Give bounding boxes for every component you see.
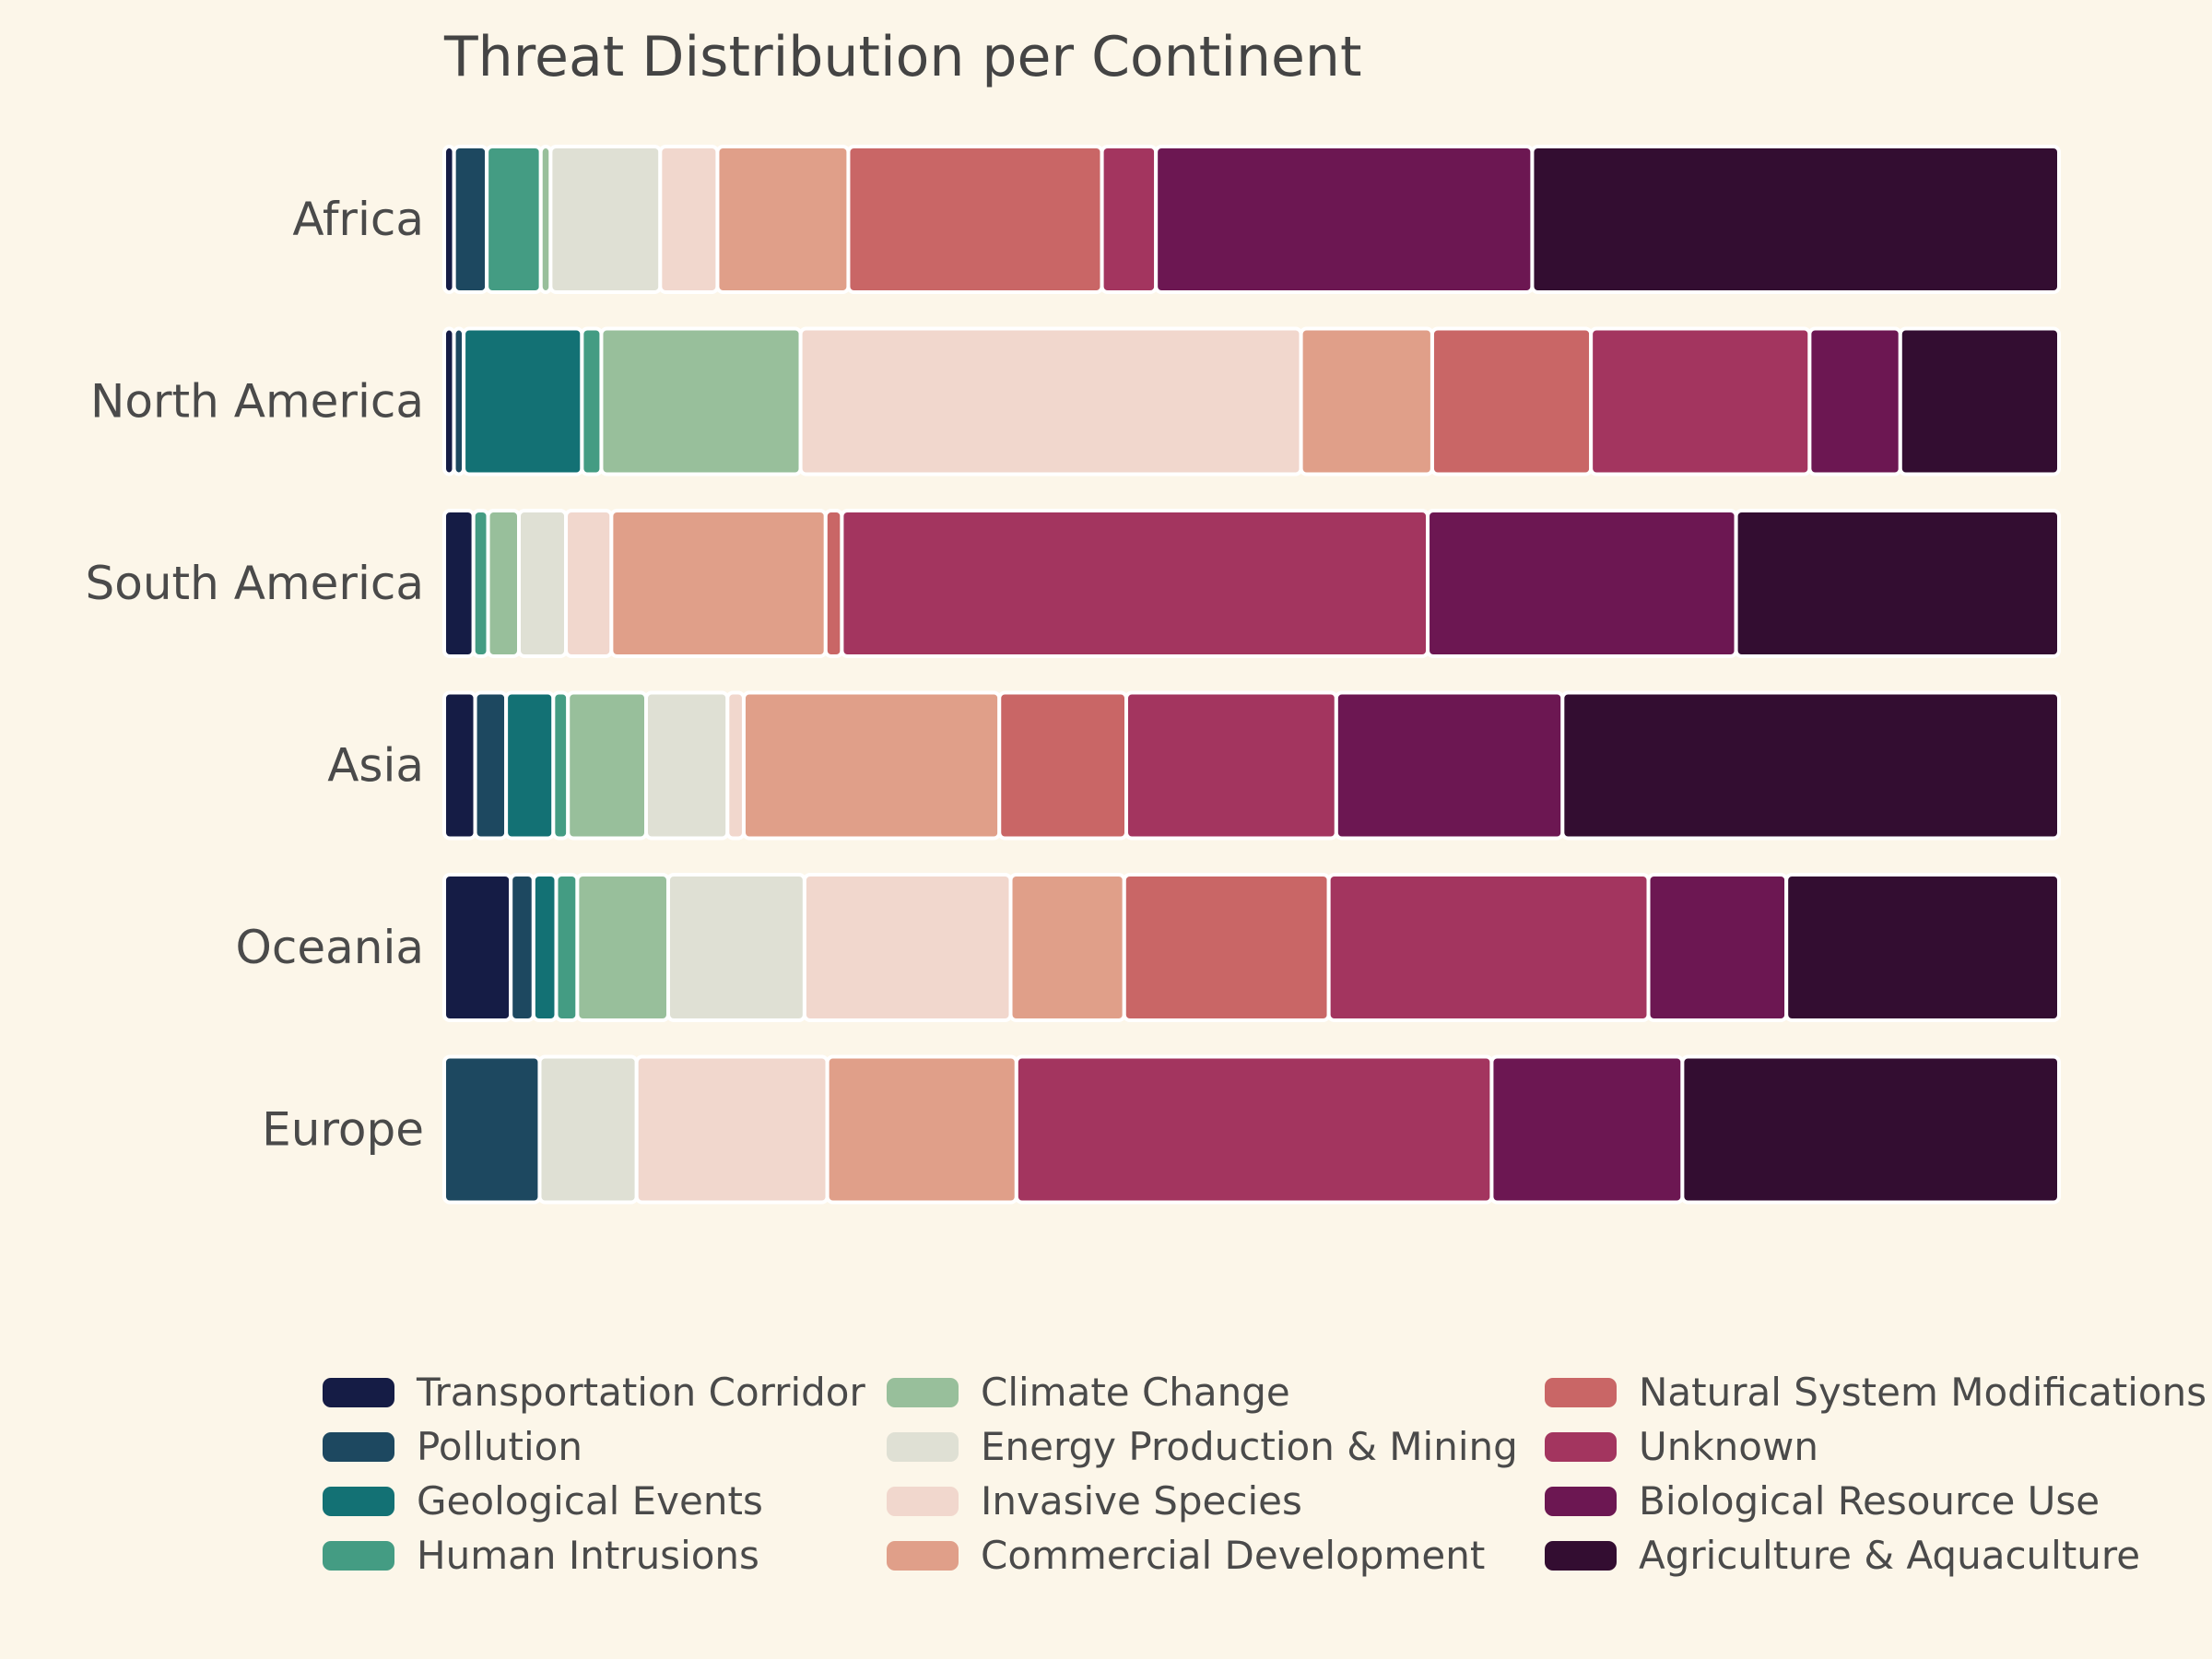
bar-segment-3-8 <box>997 690 1129 841</box>
legend-label: Pollution <box>417 1424 582 1469</box>
bar-segment-5-9 <box>1014 1054 1494 1205</box>
bar-segment-5-5 <box>537 1054 639 1205</box>
bar-segment-5-6 <box>634 1054 830 1205</box>
bar-segment-1-9 <box>1589 326 1812 477</box>
bar-segment-3-3 <box>551 690 571 841</box>
category-label: South America <box>86 557 424 610</box>
legend-swatch <box>887 1541 959 1571</box>
legend-label: Invasive Species <box>981 1478 1302 1524</box>
bar-segment-3-0 <box>442 690 477 841</box>
bar-segment-1-11 <box>1898 326 2062 477</box>
category-labels: Africa North America South America Asia Ocea… <box>86 193 424 1157</box>
bar-segment-2-8 <box>823 509 844 658</box>
bar-segment-3-9 <box>1124 690 1338 841</box>
bar-segment-0-7 <box>715 145 851 294</box>
category-label: Europe <box>262 1103 424 1157</box>
bar-segment-5-11 <box>1680 1054 2061 1205</box>
bar-segment-4-5 <box>665 873 806 1022</box>
bar-segment-2-6 <box>564 509 614 658</box>
category-label: Africa <box>292 193 424 246</box>
bar-segment-4-9 <box>1326 873 1651 1022</box>
bar-segment-4-4 <box>575 873 671 1022</box>
legend-swatch <box>887 1378 959 1407</box>
bar-segment-3-11 <box>1560 690 2061 841</box>
bar-segment-3-5 <box>644 690 730 841</box>
bar-segment-1-10 <box>1807 326 1902 477</box>
bar-segment-0-11 <box>1530 145 2062 294</box>
bar-segment-4-8 <box>1122 873 1331 1022</box>
bar-segment-2-4 <box>486 509 521 658</box>
legend-label: Biological Resource Use <box>1639 1478 2100 1524</box>
bar-segment-0-10 <box>1154 145 1535 294</box>
bar-segment-4-7 <box>1008 873 1126 1022</box>
legend: Transportation Corridor Pollution Geologic… <box>323 1370 2206 1578</box>
category-label: Oceania <box>236 921 424 974</box>
bar-segment-2-5 <box>517 509 569 658</box>
legend-label: Commercial Development <box>981 1533 1485 1578</box>
legend-swatch <box>323 1487 394 1516</box>
legend-label: Transportation Corridor <box>416 1370 865 1415</box>
legend-label: Unknown <box>1639 1424 1818 1469</box>
bars-group <box>442 145 2062 1205</box>
bar-segment-2-11 <box>1734 509 2061 658</box>
legend-label: Human Intrusions <box>417 1533 759 1578</box>
bar-segment-1-3 <box>580 326 604 477</box>
bar-segment-3-6 <box>725 690 746 841</box>
legend-label: Energy Production & Mining <box>981 1424 1518 1469</box>
legend-swatch <box>323 1378 394 1407</box>
legend-swatch <box>1545 1487 1617 1516</box>
bar-segment-4-6 <box>802 873 1013 1022</box>
bar-segment-1-7 <box>1299 326 1434 477</box>
bar-segment-2-9 <box>840 509 1430 658</box>
legend-swatch <box>887 1487 959 1516</box>
bar-segment-4-3 <box>554 873 580 1022</box>
bar-segment-3-7 <box>741 690 1002 841</box>
bar-segment-3-1 <box>473 690 509 841</box>
bar-segment-0-8 <box>846 145 1104 294</box>
bar-segment-4-10 <box>1646 873 1789 1022</box>
bar-segment-2-7 <box>609 509 828 658</box>
bar-segment-4-0 <box>442 873 513 1022</box>
bar-segment-5-10 <box>1489 1054 1685 1205</box>
bar-segment-3-10 <box>1334 690 1565 841</box>
legend-swatch <box>1545 1432 1617 1462</box>
bar-segment-3-2 <box>504 690 556 841</box>
chart-title: Threat Distribution per Continent <box>443 25 1361 89</box>
bar-segment-1-6 <box>798 326 1303 477</box>
legend-swatch <box>323 1432 394 1462</box>
bar-segment-0-3 <box>485 145 543 294</box>
bar-segment-5-1 <box>442 1054 542 1205</box>
legend-swatch <box>887 1432 959 1462</box>
bar-segment-5-7 <box>825 1054 1018 1205</box>
legend-label: Climate Change <box>981 1370 1290 1415</box>
bar-segment-4-11 <box>1784 873 2062 1022</box>
legend-swatch <box>323 1541 394 1571</box>
legend-label: Natural System Modifications <box>1639 1370 2206 1415</box>
bar-segment-1-8 <box>1430 326 1594 477</box>
bar-segment-3-4 <box>566 690 648 841</box>
bar-segment-0-9 <box>1100 145 1159 294</box>
bar-segment-2-3 <box>471 509 490 658</box>
bar-segment-0-6 <box>658 145 720 294</box>
bar-segment-1-4 <box>599 326 803 477</box>
legend-label: Agriculture & Aquaculture <box>1639 1533 2140 1578</box>
legend-label: Geological Events <box>417 1478 763 1524</box>
category-label: Asia <box>327 739 424 793</box>
bar-segment-1-2 <box>462 326 584 477</box>
legend-swatch <box>1545 1378 1617 1407</box>
category-label: North America <box>90 375 424 429</box>
bar-segment-2-10 <box>1426 509 1738 658</box>
bar-segment-0-5 <box>548 145 663 294</box>
bar-segment-2-0 <box>442 509 476 658</box>
bar-segment-4-2 <box>531 873 559 1022</box>
bar-segment-4-1 <box>509 873 535 1022</box>
legend-swatch <box>1545 1541 1617 1571</box>
bar-segment-0-1 <box>452 145 489 294</box>
